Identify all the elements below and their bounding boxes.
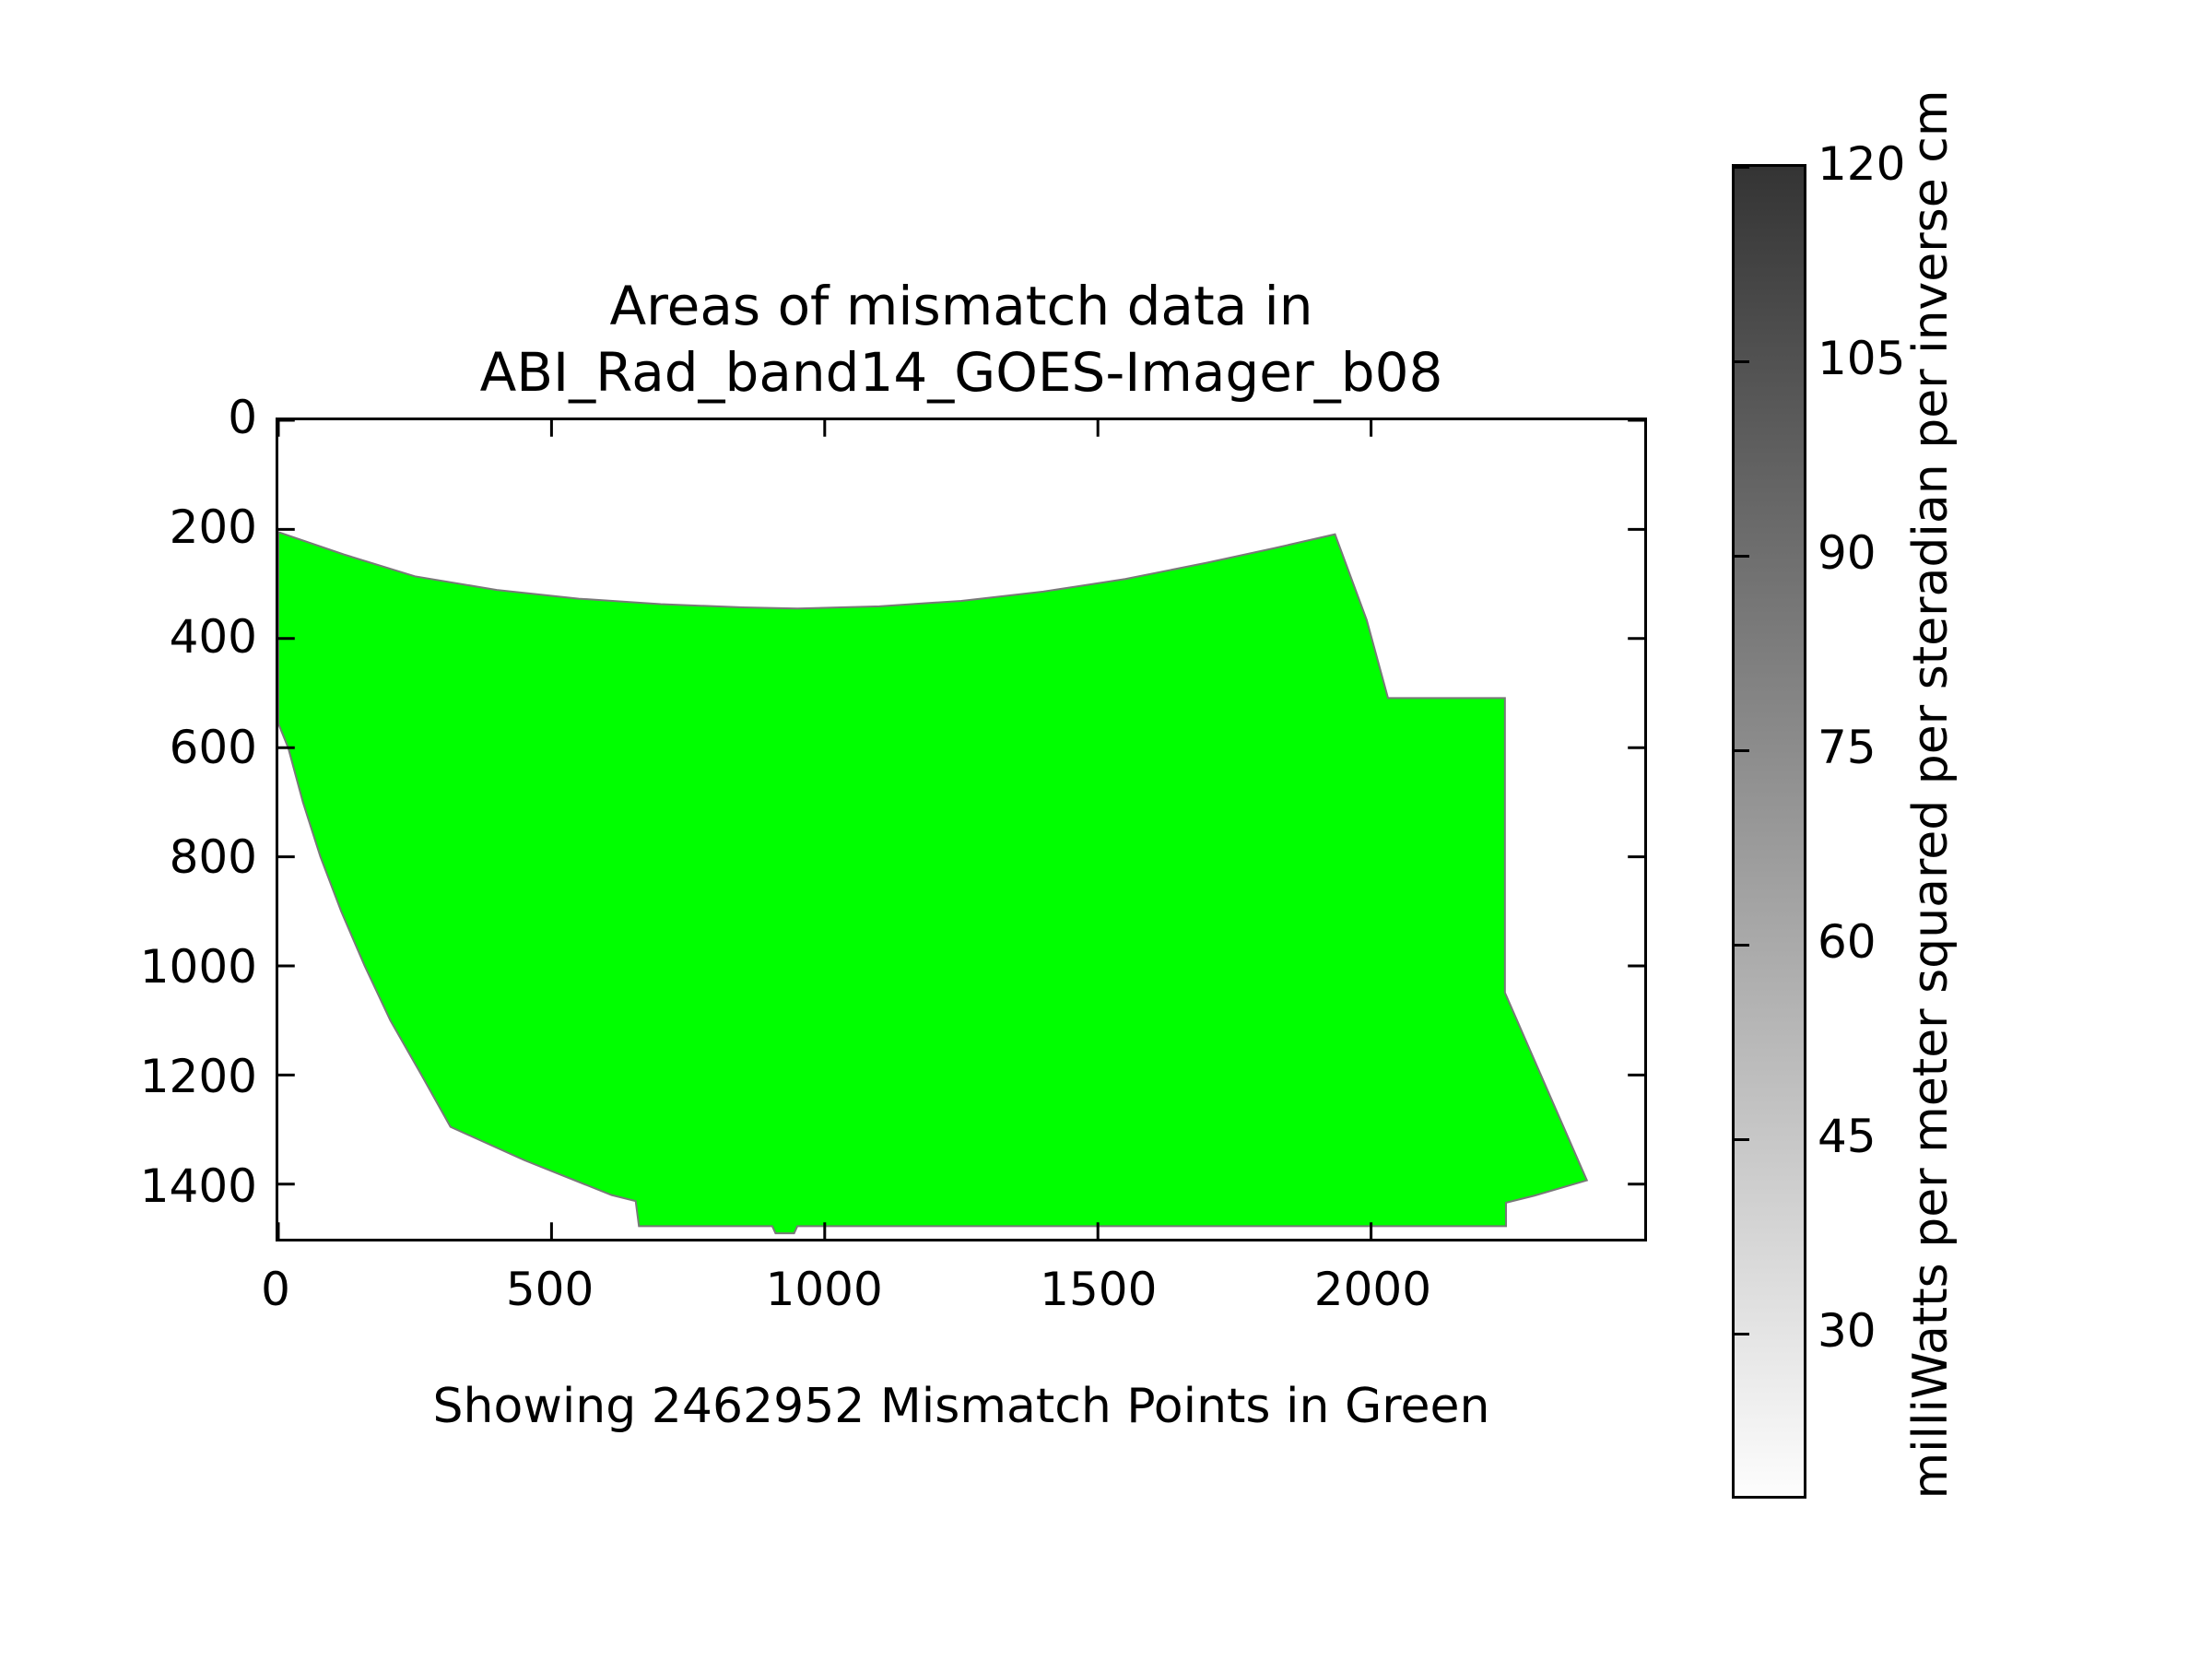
y-axis-tick-label: 800 xyxy=(169,830,257,884)
plot-svg xyxy=(278,420,1644,1239)
colorbar-tick xyxy=(1735,943,1749,947)
colorbar-tick xyxy=(1735,359,1749,363)
y-axis-tick-label: 200 xyxy=(169,500,257,555)
colorbar xyxy=(1732,164,1806,1499)
colorbar-tick-label: 90 xyxy=(1818,526,1877,581)
x-axis-tick-label: 500 xyxy=(505,1263,594,1316)
y-axis-tick-label: 400 xyxy=(169,610,257,665)
y-axis-tick-label: 1000 xyxy=(139,940,257,994)
plot-area xyxy=(276,418,1647,1241)
y-axis-tick-label: 1200 xyxy=(139,1050,257,1104)
colorbar-tick-label: 30 xyxy=(1818,1304,1877,1359)
colorbar-tick-label: 75 xyxy=(1818,721,1877,775)
chart-title: Areas of mismatch data in ABI_Rad_band14… xyxy=(479,275,1443,404)
colorbar-tick-label: 60 xyxy=(1818,915,1877,970)
figure-caption: Showing 2462952 Mismatch Points in Green xyxy=(432,1379,1490,1434)
y-axis-tick-label: 0 xyxy=(228,391,257,444)
x-axis-tick-label: 1000 xyxy=(765,1263,883,1316)
colorbar-unit-label: milliWatts per meter squared per steradi… xyxy=(1903,89,1959,1500)
x-axis-tick-label: 1500 xyxy=(1040,1263,1158,1316)
colorbar-tick xyxy=(1735,165,1749,169)
colorbar-tick xyxy=(1735,1137,1749,1141)
y-axis-tick-label: 600 xyxy=(169,720,257,774)
colorbar-tick xyxy=(1735,554,1749,558)
x-axis-tick-label: 0 xyxy=(261,1263,290,1316)
colorbar-tick-label: 105 xyxy=(1818,332,1906,386)
colorbar-tick-label: 120 xyxy=(1818,137,1906,191)
colorbar-tick xyxy=(1735,748,1749,752)
colorbar-tick xyxy=(1735,1332,1749,1335)
mismatch-region xyxy=(278,532,1587,1233)
colorbar-tick-label: 45 xyxy=(1818,1110,1877,1164)
x-axis-tick-label: 2000 xyxy=(1313,1263,1432,1316)
y-axis-tick-label: 1400 xyxy=(139,1159,257,1214)
